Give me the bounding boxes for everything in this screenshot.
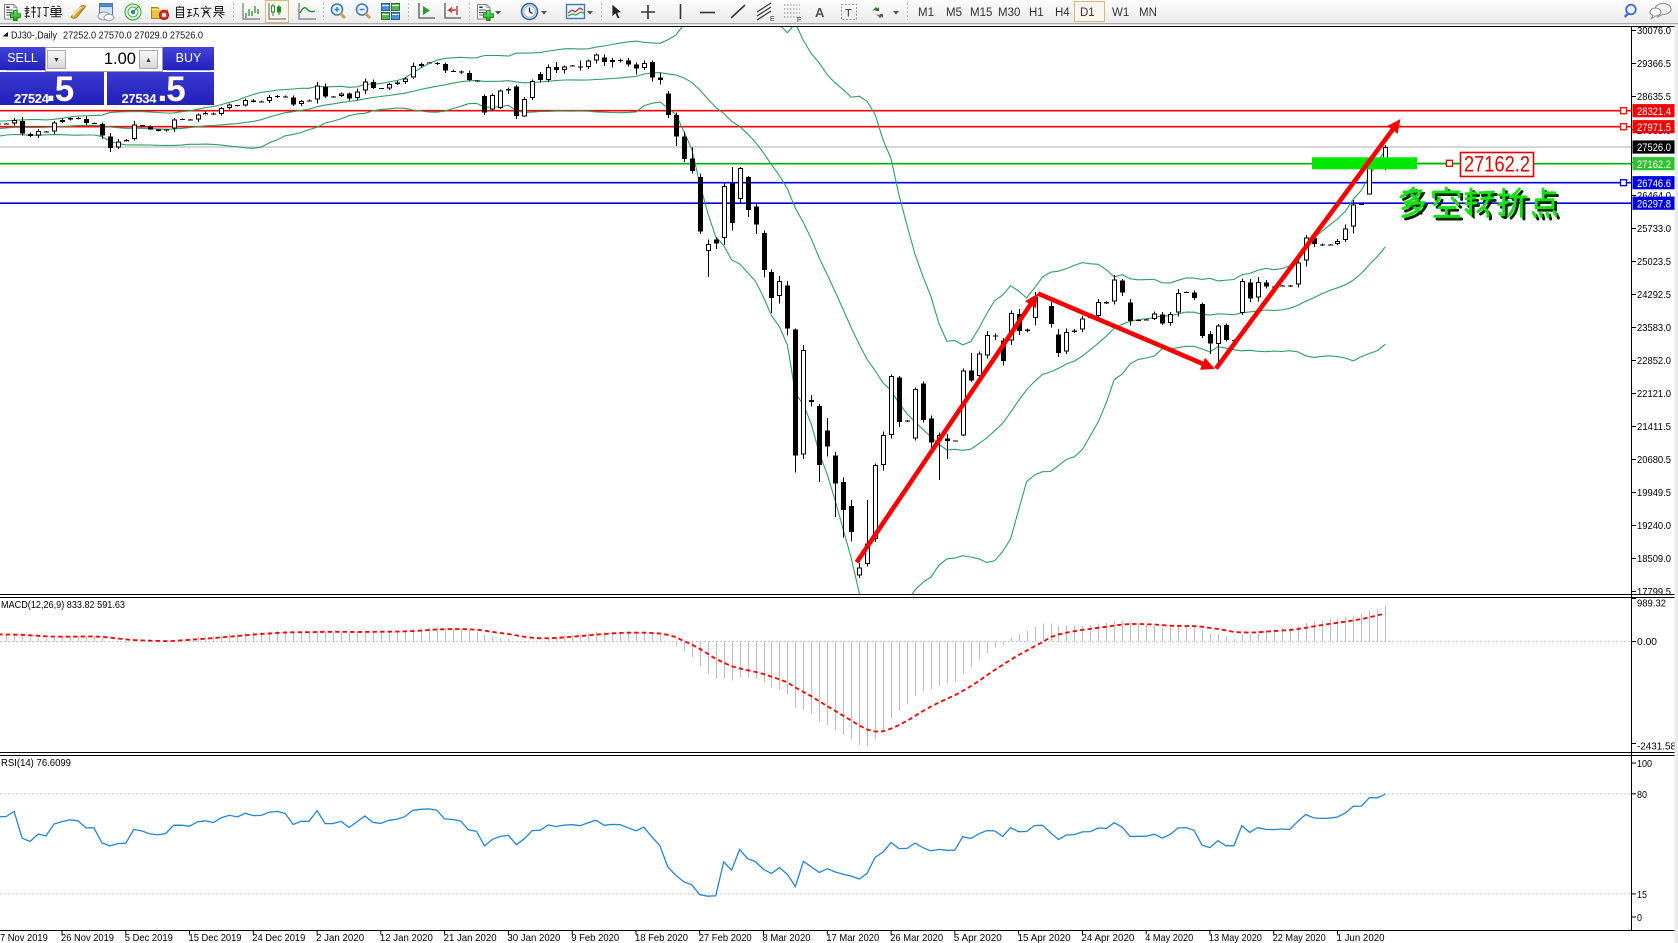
svg-text:T: T	[845, 8, 852, 20]
svg-text:21411.5: 21411.5	[1637, 421, 1671, 433]
svg-text:22 May 2020: 22 May 2020	[1273, 932, 1326, 943]
svg-text:13 May 2020: 13 May 2020	[1209, 932, 1262, 943]
svg-text:22852.0: 22852.0	[1637, 355, 1671, 367]
svg-text:E: E	[770, 16, 775, 23]
svg-text:24 Apr 2020: 24 Apr 2020	[1081, 932, 1134, 943]
svg-text:H1: H1	[1029, 7, 1044, 19]
svg-text:A: A	[815, 5, 825, 20]
svg-text:24292.5: 24292.5	[1637, 289, 1671, 301]
svg-text:5 Dec 2019: 5 Dec 2019	[125, 932, 173, 943]
svg-text:W1: W1	[1112, 7, 1129, 19]
svg-text:27526.0: 27526.0	[1637, 142, 1671, 154]
svg-text:19949.5: 19949.5	[1637, 487, 1671, 499]
svg-text:-2431.58: -2431.58	[1637, 741, 1676, 753]
svg-text:29366.5: 29366.5	[1637, 58, 1671, 70]
svg-text:27971.5: 27971.5	[1637, 122, 1671, 134]
svg-text:18509.0: 18509.0	[1637, 553, 1671, 565]
svg-text:F: F	[797, 17, 801, 24]
svg-text:989.32: 989.32	[1637, 598, 1666, 610]
svg-text:M5: M5	[946, 7, 962, 19]
svg-text:22121.0: 22121.0	[1637, 388, 1671, 400]
svg-text:DJ30-,Daily: DJ30-,Daily	[11, 30, 58, 42]
svg-text:17 Nov 2019: 17 Nov 2019	[0, 932, 48, 943]
svg-text:26297.8: 26297.8	[1637, 198, 1671, 210]
svg-text:MACD(12,26,9) 833.82 591.63: MACD(12,26,9) 833.82 591.63	[1, 599, 125, 611]
svg-text:27 Feb 2020: 27 Feb 2020	[699, 932, 752, 943]
svg-text:2 Jan 2020: 2 Jan 2020	[316, 932, 364, 943]
svg-text:15: 15	[1637, 889, 1647, 901]
svg-text:80: 80	[1637, 789, 1647, 801]
svg-text:28635.5: 28635.5	[1637, 91, 1671, 103]
svg-text:27162.2: 27162.2	[1637, 159, 1671, 171]
svg-text:21 Jan 2020: 21 Jan 2020	[444, 932, 497, 943]
svg-text:12 Jan 2020: 12 Jan 2020	[380, 932, 433, 943]
svg-text:9 Feb 2020: 9 Feb 2020	[571, 932, 619, 943]
svg-text:15 Dec 2019: 15 Dec 2019	[189, 932, 242, 943]
svg-text:30 Jan 2020: 30 Jan 2020	[507, 932, 560, 943]
svg-text:20680.5: 20680.5	[1637, 454, 1671, 466]
svg-text:18 Feb 2020: 18 Feb 2020	[635, 932, 688, 943]
svg-text:4 May 2020: 4 May 2020	[1145, 932, 1193, 943]
svg-text:30076.0: 30076.0	[1637, 25, 1671, 37]
svg-text:17 Mar 2020: 17 Mar 2020	[826, 932, 879, 943]
svg-text:24 Dec 2019: 24 Dec 2019	[252, 932, 305, 943]
svg-text:MN: MN	[1139, 7, 1157, 19]
svg-text:5 Apr 2020: 5 Apr 2020	[954, 932, 1002, 943]
svg-text:M1: M1	[918, 7, 934, 19]
svg-text:26 Mar 2020: 26 Mar 2020	[890, 932, 943, 943]
svg-text:M30: M30	[998, 7, 1020, 19]
svg-text:0: 0	[1637, 912, 1642, 924]
svg-text:D1: D1	[1080, 7, 1095, 19]
svg-text:23583.0: 23583.0	[1637, 322, 1671, 334]
svg-text:27162.2: 27162.2	[1464, 152, 1530, 177]
svg-text:M15: M15	[970, 7, 992, 19]
svg-text:25733.0: 25733.0	[1637, 223, 1671, 235]
svg-text:17799.5: 17799.5	[1637, 586, 1671, 598]
svg-text:1 Jun 2020: 1 Jun 2020	[1337, 932, 1385, 943]
svg-text:0.00: 0.00	[1637, 636, 1657, 648]
svg-text:28321.4: 28321.4	[1637, 106, 1671, 118]
svg-text:19240.0: 19240.0	[1637, 520, 1671, 532]
svg-text:RSI(14) 76.6099: RSI(14) 76.6099	[1, 757, 71, 769]
svg-text:27252.0 27570.0 27029.0 27526.: 27252.0 27570.0 27029.0 27526.0	[63, 30, 203, 42]
svg-text:26746.6: 26746.6	[1637, 178, 1671, 190]
svg-text:25023.5: 25023.5	[1637, 256, 1671, 268]
svg-text:100: 100	[1637, 758, 1652, 770]
svg-text:H4: H4	[1055, 7, 1070, 19]
svg-text:8 Mar 2020: 8 Mar 2020	[763, 932, 811, 943]
svg-text:26 Nov 2019: 26 Nov 2019	[61, 932, 114, 943]
svg-text:15 Apr 2020: 15 Apr 2020	[1018, 932, 1071, 943]
